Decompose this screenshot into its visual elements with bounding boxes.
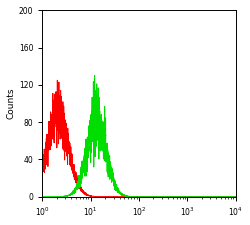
Y-axis label: Counts: Counts [7, 88, 16, 119]
